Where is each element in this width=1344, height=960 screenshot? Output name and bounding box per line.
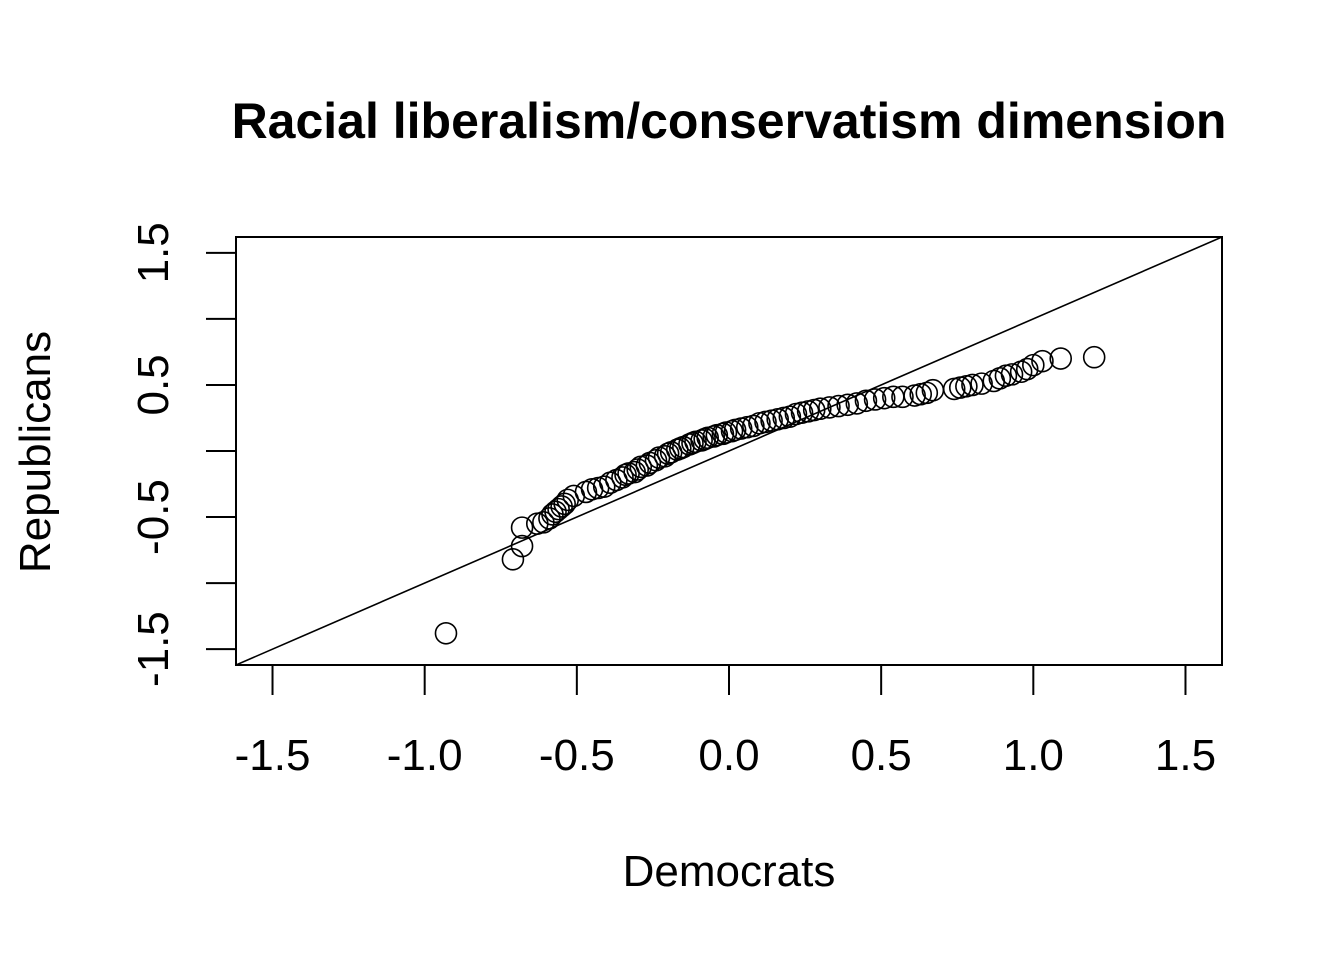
data-point — [863, 388, 887, 411]
y-tick-label: -0.5 — [129, 479, 178, 555]
data-point — [510, 534, 534, 558]
x-tick-label: 1.5 — [1155, 731, 1216, 780]
data-point — [1049, 347, 1073, 370]
data-point — [547, 497, 570, 521]
data-point — [538, 507, 561, 530]
data-point — [845, 392, 869, 415]
data-point — [681, 431, 704, 455]
data-point — [854, 389, 878, 413]
data-point — [702, 425, 726, 448]
data-points — [434, 345, 1106, 645]
x-tick-label: 1.0 — [1003, 731, 1064, 780]
x-tick-label: 0.5 — [851, 731, 912, 780]
y-tick-label: -1.5 — [129, 611, 178, 687]
y-tick-label: 1.5 — [129, 222, 178, 283]
x-tick-label: -0.5 — [539, 731, 615, 780]
chart-title: Racial liberalism/conservatism dimension — [232, 93, 1227, 149]
data-point — [544, 500, 567, 524]
reference-line — [236, 237, 1222, 665]
x-tick-label: -1.0 — [387, 731, 463, 780]
x-axis-label: Democrats — [623, 847, 836, 896]
data-point — [808, 397, 832, 421]
x-tick-label: 0.0 — [698, 731, 759, 780]
x-axis: -1.5 -1.0 -0.5 0.0 0.5 1.0 1.5 — [235, 664, 1216, 780]
data-point — [693, 427, 716, 451]
data-point — [611, 466, 634, 489]
data-point — [720, 419, 744, 443]
data-point — [818, 396, 841, 419]
data-point — [961, 373, 984, 397]
x-tick-label: -1.5 — [235, 731, 311, 780]
data-point — [501, 548, 525, 571]
data-point — [510, 516, 534, 539]
y-axis: -1.5 -0.5 0.5 1.5 — [129, 222, 237, 687]
y-tick-label: 0.5 — [129, 354, 178, 415]
data-point — [827, 394, 850, 418]
data-point — [614, 463, 637, 487]
data-point — [1082, 345, 1106, 369]
data-point — [553, 492, 576, 516]
data-point — [891, 385, 914, 409]
data-point — [1015, 357, 1039, 381]
data-point — [921, 378, 945, 402]
data-point — [872, 386, 896, 410]
y-axis-label: Republicans — [11, 331, 60, 573]
data-point — [1000, 363, 1024, 386]
data-point — [970, 372, 993, 395]
data-point — [653, 444, 677, 468]
data-point — [711, 422, 735, 446]
data-point — [592, 475, 616, 498]
data-point — [1031, 349, 1054, 373]
data-point — [836, 393, 859, 417]
data-point — [434, 621, 458, 645]
